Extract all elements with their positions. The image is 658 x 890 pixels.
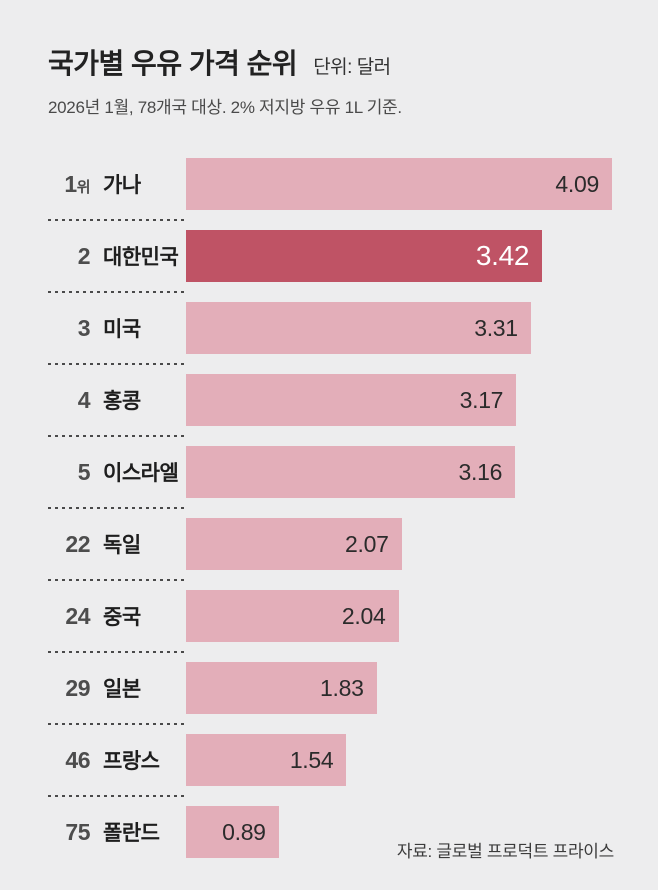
country-label: 이스라엘 [103,462,179,485]
rank-label: 1위 [64,170,91,197]
chart-row: 3 미국 3.31 [48,302,658,354]
row-label: 2 대한민국 [48,241,186,271]
row-label: 3 미국 [48,313,186,343]
value-label: 2.04 [341,602,386,629]
country-label: 프랑스 [103,750,160,773]
row-label: 1위 가나 [48,169,186,199]
value-bar: 3.17 [186,374,517,426]
country-label: 홍콩 [103,390,141,413]
value-label: 0.89 [222,818,266,845]
country-label: 대한민국 [103,246,179,269]
value-bar: 3.31 [186,302,531,354]
chart-row: 5 이스라엘 3.16 [48,446,658,498]
value-bar: 1.83 [186,662,377,714]
row-separator [48,795,186,797]
value-label: 3.16 [458,458,503,485]
rank-label: 2 [77,242,91,269]
source-credit: 자료: 글로벌 프로덕트 프라이스 [396,842,614,861]
row-separator [48,579,186,581]
value-label: 1.83 [320,674,364,701]
row-label: 29 일본 [48,673,186,703]
chart-title: 국가별 우유 가격 순위 [48,48,298,79]
row-label: 4 홍콩 [48,385,186,415]
row-separator [48,507,186,509]
row-separator [48,435,186,437]
row-label: 46 프랑스 [48,745,186,775]
value-label: 3.42 [475,240,530,271]
value-bar: 0.89 [186,806,279,858]
chart-row: 2 대한민국 3.42 [48,230,658,282]
rank-label: 46 [65,746,90,773]
country-label: 폴란드 [103,822,160,845]
value-label: 4.09 [555,170,599,197]
rank-label: 24 [65,602,90,629]
chart-row: 46 프랑스 1.54 [48,734,658,786]
rank-label: 22 [65,530,90,557]
chart-row: 29 일본 1.83 [48,662,658,714]
chart-row: 4 홍콩 3.17 [48,374,658,426]
row-label: 24 중국 [48,601,186,631]
value-bar: 2.04 [186,590,399,642]
chart-row: 22 독일 2.07 [48,518,658,570]
value-bar: 3.16 [186,446,516,498]
chart-subtitle: 2026년 1월, 78개국 대상. 2% 저지방 우유 1L 기준. [48,98,402,117]
value-bar: 4.09 [186,158,612,210]
row-separator [48,651,186,653]
value-label: 3.31 [474,314,518,341]
chart-row: 24 중국 2.04 [48,590,658,642]
value-label: 2.07 [345,530,389,557]
row-separator [48,219,186,221]
rank-label: 3 [77,314,91,341]
rank-label: 75 [65,818,90,845]
row-separator [48,291,186,293]
row-label: 75 폴란드 [48,817,186,847]
value-bar: 1.54 [186,734,347,786]
country-label: 미국 [103,318,141,341]
rank-label: 29 [65,674,90,701]
value-label: 3.17 [459,386,504,413]
country-label: 일본 [103,678,141,701]
row-label: 22 독일 [48,529,186,559]
value-label: 1.54 [289,746,334,773]
row-separator [48,723,186,725]
row-label: 5 이스라엘 [48,457,186,487]
row-separator [48,363,186,365]
country-label: 중국 [103,606,141,629]
value-bar: 3.42 [186,230,543,282]
header: 국가별 우유 가격 순위 단위: 달러 2026년 1월, 78개국 대상. 2… [0,0,658,118]
rank-suffix: 위 [76,178,91,196]
country-label: 독일 [103,534,141,557]
chart-row: 1위 가나 4.09 [48,158,658,210]
rank-label: 4 [77,386,91,413]
country-label: 가나 [103,174,141,197]
bar-chart: 1위 가나 4.09 2 대한민국 3.42 3 미국 3.31 4 홍콩 3.… [0,158,658,858]
value-bar: 2.07 [186,518,402,570]
rank-label: 5 [77,458,91,485]
chart-row: 75 폴란드 0.89 [48,806,658,858]
unit-label: 단위: 달러 [313,57,391,78]
title-line: 국가별 우유 가격 순위 단위: 달러 [48,42,614,82]
